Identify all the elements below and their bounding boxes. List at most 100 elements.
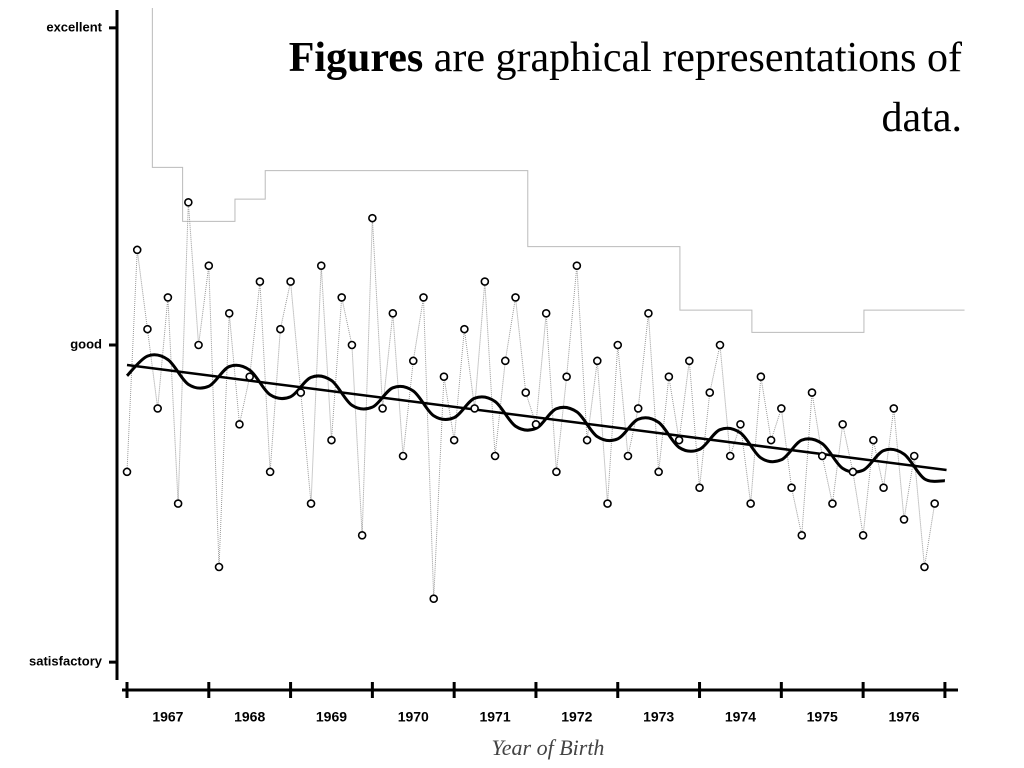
data-point [245,372,254,382]
data-point [705,388,715,397]
data-point [449,435,459,445]
data-point [388,308,398,318]
x-tick-label: 1972 [561,709,592,725]
x-tick-label: 1973 [643,709,674,725]
data-point [848,467,858,477]
data-point [460,324,469,334]
x-tick-label: 1970 [398,709,429,725]
data-point [408,356,418,366]
slide-title: Figures are graphical representations of… [262,28,962,148]
y-tick-label: excellent [46,19,102,34]
data-point [572,261,582,271]
data-point [562,372,571,382]
x-tick-label: 1967 [152,709,183,725]
data-point [828,499,837,508]
data-point [255,277,265,286]
data-point [143,324,152,334]
data-point [132,245,142,255]
data-point [674,435,684,445]
trend-line [126,363,947,472]
data-point [531,419,541,429]
step-line [151,8,965,333]
data-point [490,451,500,461]
data-point [378,404,387,413]
data-point [644,308,653,318]
y-tick-label: good [70,336,102,351]
data-point [777,404,786,413]
data-point [756,372,766,382]
data-point [541,308,551,318]
data-point [838,419,847,429]
data-point [337,293,347,302]
data-point [419,293,428,302]
data-point [603,499,612,508]
data-point [521,388,531,397]
data-point [715,340,725,350]
data-point [654,467,663,477]
data-point [306,499,316,508]
data-point [194,340,203,350]
data-point [357,530,367,540]
data-point [398,451,408,461]
data-point [725,451,735,461]
data-point [224,308,234,318]
x-tick-label: 1969 [316,709,347,725]
x-tick-label: 1976 [888,709,919,725]
connector-line [126,202,936,599]
data-point [787,483,796,493]
data-point [500,356,510,366]
data-point [235,419,244,429]
data-point [173,499,183,508]
data-point [276,324,285,334]
data-point [899,515,909,524]
data-point [920,562,929,572]
data-point [807,388,817,397]
data-point [439,372,449,382]
data-point [909,451,919,461]
title-bold: Figures [288,35,424,81]
data-point [296,388,306,397]
data-point [429,594,439,604]
data-point [736,419,745,429]
data-point [685,356,694,366]
title-rest: are graphical representations of data. [433,35,962,141]
data-point [347,340,357,350]
x-tick-label: 1971 [479,709,510,725]
data-point [613,340,623,350]
data-point [633,404,643,413]
data-point [695,483,704,493]
data-point [368,213,377,223]
data-point [470,404,479,413]
data-point [797,530,807,540]
data-point [817,451,827,461]
data-point [552,467,561,477]
x-tick-label: 1974 [725,709,756,725]
data-point [265,467,275,477]
x-axis-label: Year of Birth [492,735,605,760]
data-point [122,467,132,477]
data-point [930,499,939,508]
data-point [623,451,633,461]
data-point [286,277,295,286]
data-point [204,261,214,271]
x-tick-label: 1975 [807,709,838,725]
data-point [879,483,888,493]
data-point [184,197,193,207]
data-point [593,356,602,366]
data-point [327,435,336,445]
data-point [316,261,326,271]
data-point [766,435,776,445]
y-tick-label: satisfactory [29,654,103,669]
data-point [214,562,224,572]
data-point [511,293,520,302]
data-point [582,435,592,445]
data-point [869,435,878,445]
data-point [746,499,755,508]
data-point [858,530,868,540]
x-tick-label: 1968 [234,709,265,725]
data-point [664,372,674,382]
data-point [480,277,490,286]
data-point [153,404,162,413]
